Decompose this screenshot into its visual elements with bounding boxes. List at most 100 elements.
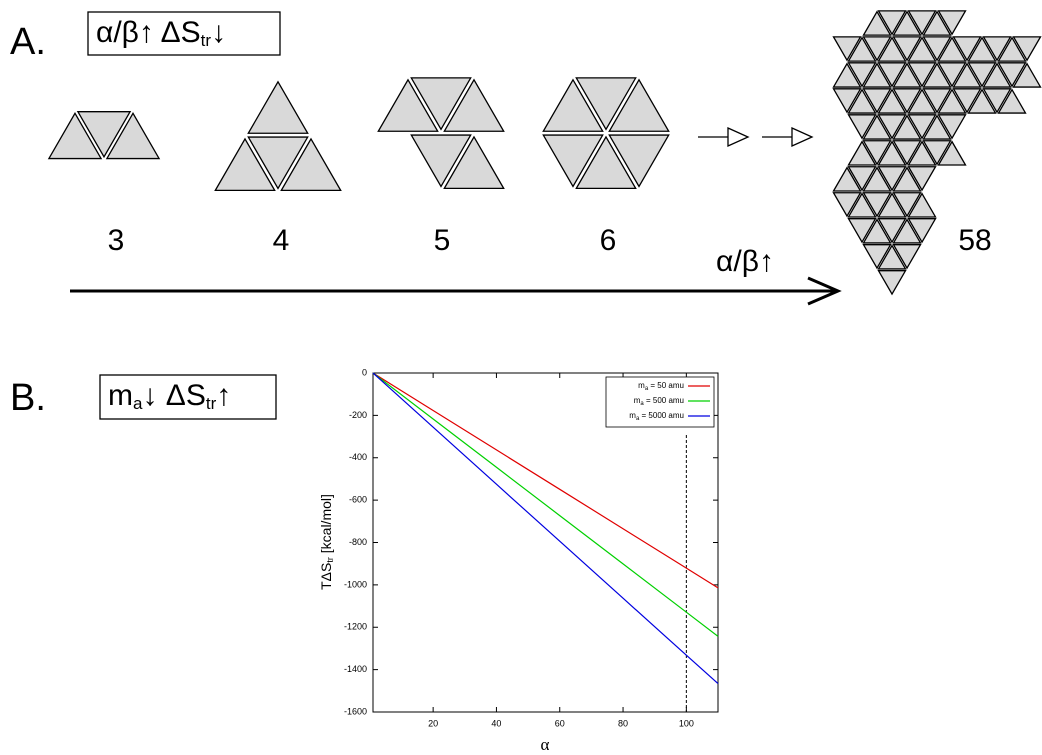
triangle bbox=[937, 114, 967, 140]
triangle bbox=[907, 10, 937, 36]
triangle bbox=[862, 244, 892, 270]
triangle bbox=[847, 62, 877, 88]
triangle bbox=[982, 62, 1012, 88]
triangle bbox=[832, 36, 862, 62]
triangle bbox=[410, 134, 472, 188]
y-label-text: TΔS bbox=[318, 563, 334, 590]
x-tick-label: 40 bbox=[491, 718, 501, 728]
triangle bbox=[847, 114, 877, 140]
data-line bbox=[372, 372, 719, 589]
triangle bbox=[247, 136, 309, 190]
triangle bbox=[877, 218, 907, 244]
triangle bbox=[892, 140, 922, 166]
triangle bbox=[907, 114, 937, 140]
triangle bbox=[892, 244, 922, 270]
box-text: ↓ ΔS bbox=[142, 379, 205, 412]
triangle bbox=[877, 166, 907, 192]
triangle bbox=[862, 140, 892, 166]
triangle bbox=[877, 62, 907, 88]
triangle bbox=[922, 10, 952, 36]
box-text: ↓ bbox=[211, 16, 226, 49]
y-label-sub: tr bbox=[325, 557, 335, 563]
y-tick-label: -1600 bbox=[344, 706, 367, 716]
triangle bbox=[575, 135, 637, 190]
triangle bbox=[214, 137, 276, 192]
triangle bbox=[862, 192, 892, 218]
y-tick-label: -200 bbox=[349, 410, 367, 420]
legend-text: = 500 amu bbox=[644, 396, 684, 405]
box-text: ↑ bbox=[216, 379, 231, 412]
data-line bbox=[372, 372, 719, 637]
triangle bbox=[443, 78, 505, 132]
triangle bbox=[47, 112, 103, 160]
triangle bbox=[542, 134, 604, 188]
triangle bbox=[892, 88, 922, 114]
triangle bbox=[997, 88, 1027, 114]
triangle bbox=[997, 62, 1027, 88]
y-tick-label: 0 bbox=[362, 367, 367, 377]
y-axis-label: TΔStr [kcal/mol] bbox=[318, 494, 336, 590]
triangle bbox=[862, 166, 892, 192]
triangle bbox=[847, 166, 877, 192]
triangle bbox=[937, 140, 967, 166]
triangle bbox=[922, 140, 952, 166]
triangle bbox=[832, 192, 862, 218]
triangle bbox=[377, 78, 439, 132]
box-sub: tr bbox=[201, 31, 212, 50]
triangle bbox=[862, 36, 892, 62]
x-axis-label: α bbox=[541, 735, 550, 754]
box-sub: a bbox=[133, 394, 143, 413]
triangle bbox=[982, 88, 1012, 114]
triangle bbox=[937, 10, 967, 36]
triangle bbox=[862, 10, 892, 36]
triangle bbox=[967, 62, 997, 88]
triangle bbox=[907, 166, 937, 192]
legend-label: ma = 50 amu bbox=[638, 381, 684, 391]
legend-label: ma = 5000 amu bbox=[629, 411, 684, 421]
triangle bbox=[862, 114, 892, 140]
triangle bbox=[832, 166, 862, 192]
triangle bbox=[877, 192, 907, 218]
triangle bbox=[542, 78, 604, 132]
triangle bbox=[877, 88, 907, 114]
y-tick-label: -400 bbox=[349, 452, 367, 462]
panel-b-box bbox=[99, 374, 277, 420]
triangle bbox=[982, 36, 1012, 62]
legend-sub: a bbox=[636, 416, 640, 422]
triangle bbox=[247, 80, 309, 134]
small-arrows bbox=[698, 126, 814, 148]
triangle bbox=[907, 62, 937, 88]
triangle bbox=[76, 111, 132, 159]
legend-label: ma = 500 amu bbox=[634, 396, 684, 406]
triangle bbox=[907, 140, 937, 166]
triangle bbox=[1012, 36, 1042, 62]
arrow-label: α/β↑ bbox=[716, 245, 774, 278]
legend-text: m bbox=[638, 381, 645, 390]
cluster-label: 5 bbox=[434, 224, 451, 257]
triangle bbox=[862, 218, 892, 244]
triangle bbox=[443, 135, 505, 190]
triangle bbox=[907, 218, 937, 244]
triangle bbox=[832, 62, 862, 88]
legend-sub: a bbox=[645, 386, 649, 392]
triangle bbox=[877, 140, 907, 166]
triangle bbox=[608, 78, 670, 132]
cluster-label: 4 bbox=[273, 224, 290, 257]
triangle bbox=[997, 36, 1027, 62]
triangle bbox=[937, 36, 967, 62]
legend-box bbox=[605, 376, 715, 428]
triangle bbox=[877, 36, 907, 62]
legend-text: = 5000 amu bbox=[639, 411, 684, 420]
panel-a-box bbox=[87, 11, 281, 56]
triangle bbox=[892, 218, 922, 244]
triangle bbox=[862, 62, 892, 88]
y-tick-label: -1200 bbox=[344, 622, 367, 632]
triangle bbox=[862, 88, 892, 114]
triangle bbox=[847, 218, 877, 244]
y-tick-label: -800 bbox=[349, 537, 367, 547]
triangle bbox=[608, 134, 670, 188]
y-tick-label: -1400 bbox=[344, 664, 367, 674]
panel-a-box-text: α/β↑ ΔStr↓ bbox=[96, 16, 226, 51]
x-tick-label: 80 bbox=[618, 718, 628, 728]
triangle bbox=[892, 10, 922, 36]
